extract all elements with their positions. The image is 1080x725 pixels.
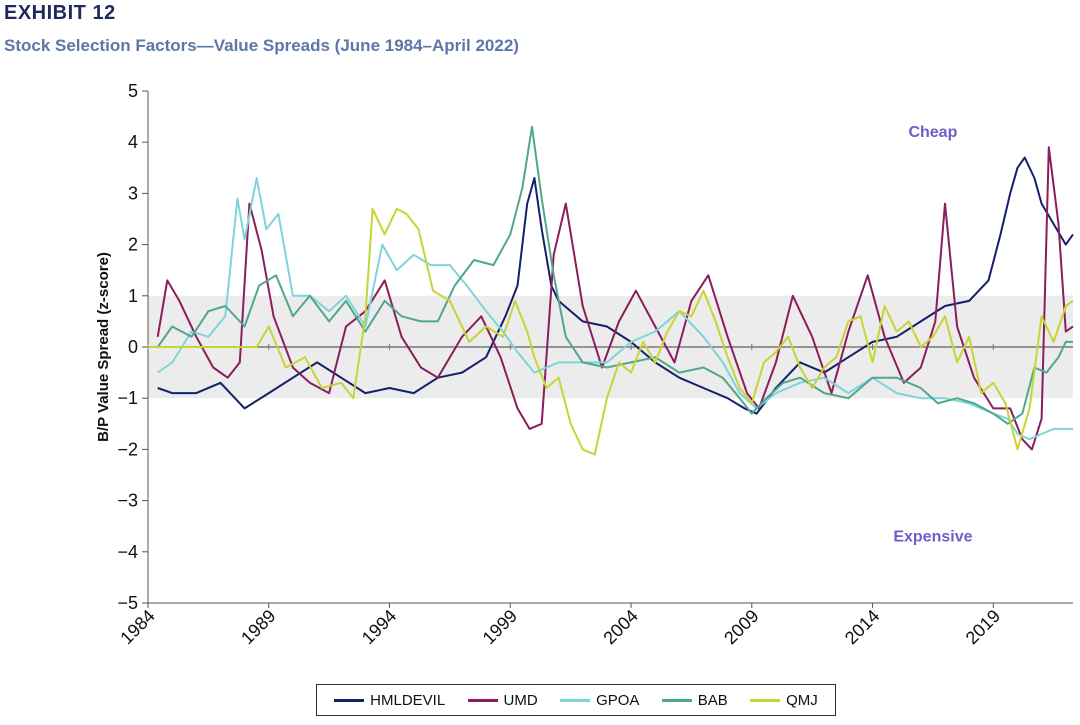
exhibit-label: EXHIBIT 12 xyxy=(4,2,116,24)
x-tick-label: 2019 xyxy=(962,606,1004,648)
y-axis-label: B/P Value Spread (z-score) xyxy=(95,252,112,442)
chart-subtitle: Stock Selection Factors—Value Spreads (J… xyxy=(4,36,519,55)
series-line-gpoa xyxy=(157,177,1073,441)
x-tick-label: 2014 xyxy=(841,606,883,648)
y-tick-label: −5 xyxy=(117,593,138,613)
y-tick-label: 2 xyxy=(128,235,138,255)
legend-item-umd: UMD xyxy=(467,691,538,709)
y-tick-label: −4 xyxy=(117,542,138,562)
legend-label: HMLDEVIL xyxy=(370,691,446,709)
legend-item-hmldevil: HMLDEVIL xyxy=(334,692,445,709)
x-tick-label: 1994 xyxy=(358,606,400,648)
legend-swatch xyxy=(467,698,498,702)
series-line-qmj xyxy=(148,207,1074,456)
y-tick-label: 3 xyxy=(128,183,138,203)
series-layer xyxy=(148,125,1074,456)
label-layer: B/P Value Spread (z-score) Cheap Expensive xyxy=(95,124,973,545)
y-tick-label: −1 xyxy=(117,388,138,408)
y-tick-label: 1 xyxy=(128,286,138,306)
legend-label: UMD xyxy=(503,691,538,709)
x-tick-label: 2009 xyxy=(720,606,762,648)
legend-swatch xyxy=(750,698,781,702)
legend-swatch xyxy=(661,698,692,702)
legend-swatch xyxy=(560,698,591,702)
x-tick-label: 2004 xyxy=(599,606,641,648)
chart-legend: HMLDEVIL UMD GPOA BAB QMJ xyxy=(316,684,836,716)
legend-label: GPOA xyxy=(596,691,640,709)
legend-item-bab: BAB xyxy=(661,691,728,709)
legend-label: BAB xyxy=(697,691,728,709)
y-tick-label: 5 xyxy=(128,81,138,101)
y-tick-label: −3 xyxy=(117,491,138,511)
annotation-cheap: Cheap xyxy=(908,124,957,141)
y-tick-label: −2 xyxy=(117,439,138,459)
series-line-umd xyxy=(156,146,1074,451)
legend-swatch xyxy=(334,698,365,702)
series-line-hmldevil xyxy=(157,156,1074,415)
series-line-bab xyxy=(156,125,1073,425)
legend-label: QMJ xyxy=(786,691,818,709)
y-tick-label: 4 xyxy=(128,132,138,152)
annotation-expensive: Expensive xyxy=(893,529,972,546)
x-tick-label: 1999 xyxy=(479,606,521,648)
x-tick-label: 1989 xyxy=(237,606,279,648)
legend-item-qmj: QMJ xyxy=(750,692,818,709)
legend-item-gpoa: GPOA xyxy=(560,692,639,709)
y-tick-label: 0 xyxy=(128,337,138,357)
